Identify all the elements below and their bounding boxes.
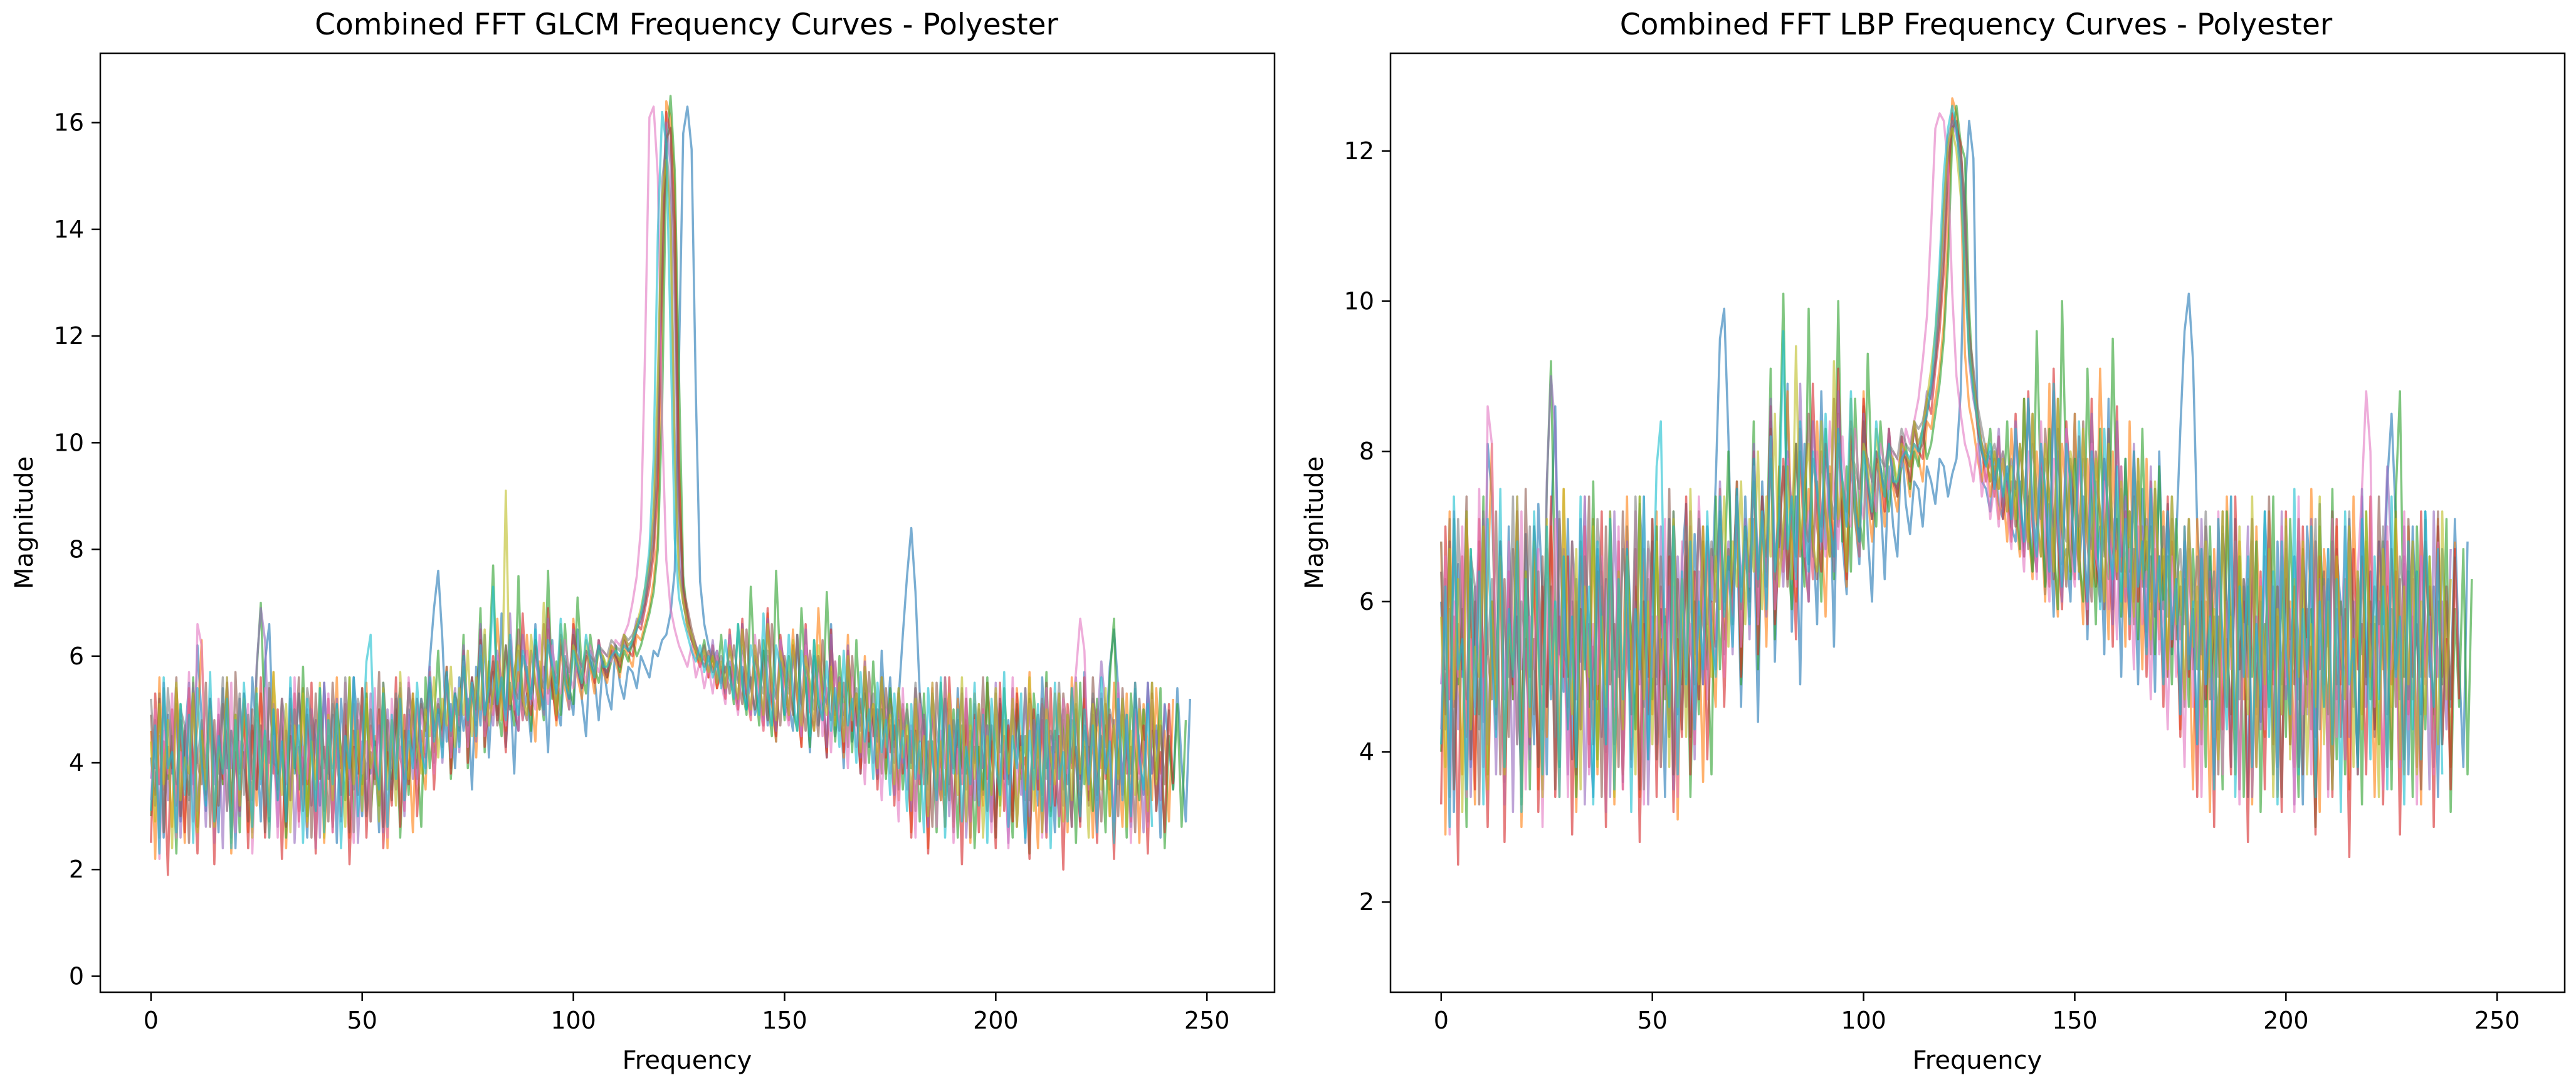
plot-frame xyxy=(1389,52,2566,993)
curves-group xyxy=(150,95,1192,876)
x-tick-label: 150 xyxy=(762,1007,807,1034)
x-axis-label: Frequency xyxy=(1913,1046,2042,1075)
y-tick-label: 6 xyxy=(69,642,84,670)
y-tick-label: 10 xyxy=(1344,287,1374,315)
x-tick-label: 50 xyxy=(1638,1007,1668,1034)
x-tick-label: 250 xyxy=(1184,1007,1230,1034)
y-axis-label: Magnitude xyxy=(10,456,39,589)
x-tick-label: 50 xyxy=(347,1007,377,1034)
x-tick-label: 100 xyxy=(550,1007,596,1034)
y-tick-label: 6 xyxy=(1359,588,1374,616)
chart-title: Combined FFT GLCM Frequency Curves - Pol… xyxy=(315,8,1058,42)
curve-10 xyxy=(150,110,1154,855)
y-tick-label: 8 xyxy=(1359,438,1374,465)
chart-title: Combined FFT LBP Frequency Curves - Poly… xyxy=(1620,8,2333,42)
plot-frame xyxy=(99,52,1276,993)
lbp-chart: Combined FFT LBP Frequency Curves - Poly… xyxy=(1300,8,2566,1075)
y-axis-label: Magnitude xyxy=(1300,456,1329,589)
y-tick-label: 2 xyxy=(1359,888,1374,916)
x-axis-label: Frequency xyxy=(623,1046,752,1075)
y-tick-label: 0 xyxy=(69,962,84,990)
curve-6 xyxy=(150,127,1170,844)
x-tick-label: 200 xyxy=(973,1007,1019,1034)
curve-10 xyxy=(1440,105,2444,829)
y-tick-label: 10 xyxy=(54,429,84,456)
glcm-chart: Combined FFT GLCM Frequency Curves - Pol… xyxy=(10,8,1276,1075)
y-tick-label: 4 xyxy=(69,749,84,777)
y-axis: 0 2 4 6 8 10 12 14 16 xyxy=(54,109,100,990)
x-tick-label: 0 xyxy=(144,1007,159,1034)
x-tick-label: 250 xyxy=(2474,1007,2520,1034)
x-tick-label: 100 xyxy=(1841,1007,1886,1034)
x-tick-label: 0 xyxy=(1434,1007,1449,1034)
x-tick-label: 150 xyxy=(2052,1007,2098,1034)
y-tick-label: 8 xyxy=(69,536,84,563)
curves-group xyxy=(1440,97,2473,866)
x-axis: 0 50 100 150 200 250 xyxy=(1434,992,2520,1034)
y-tick-label: 12 xyxy=(1344,137,1374,165)
y-axis: 2 4 6 8 10 12 xyxy=(1344,137,1391,916)
y-tick-label: 2 xyxy=(69,856,84,883)
x-axis: 0 50 100 150 200 250 xyxy=(144,992,1230,1034)
y-tick-label: 12 xyxy=(54,322,84,350)
y-tick-label: 14 xyxy=(54,216,84,243)
x-tick-label: 200 xyxy=(2263,1007,2309,1034)
y-tick-label: 16 xyxy=(54,109,84,137)
y-tick-label: 4 xyxy=(1359,738,1374,766)
